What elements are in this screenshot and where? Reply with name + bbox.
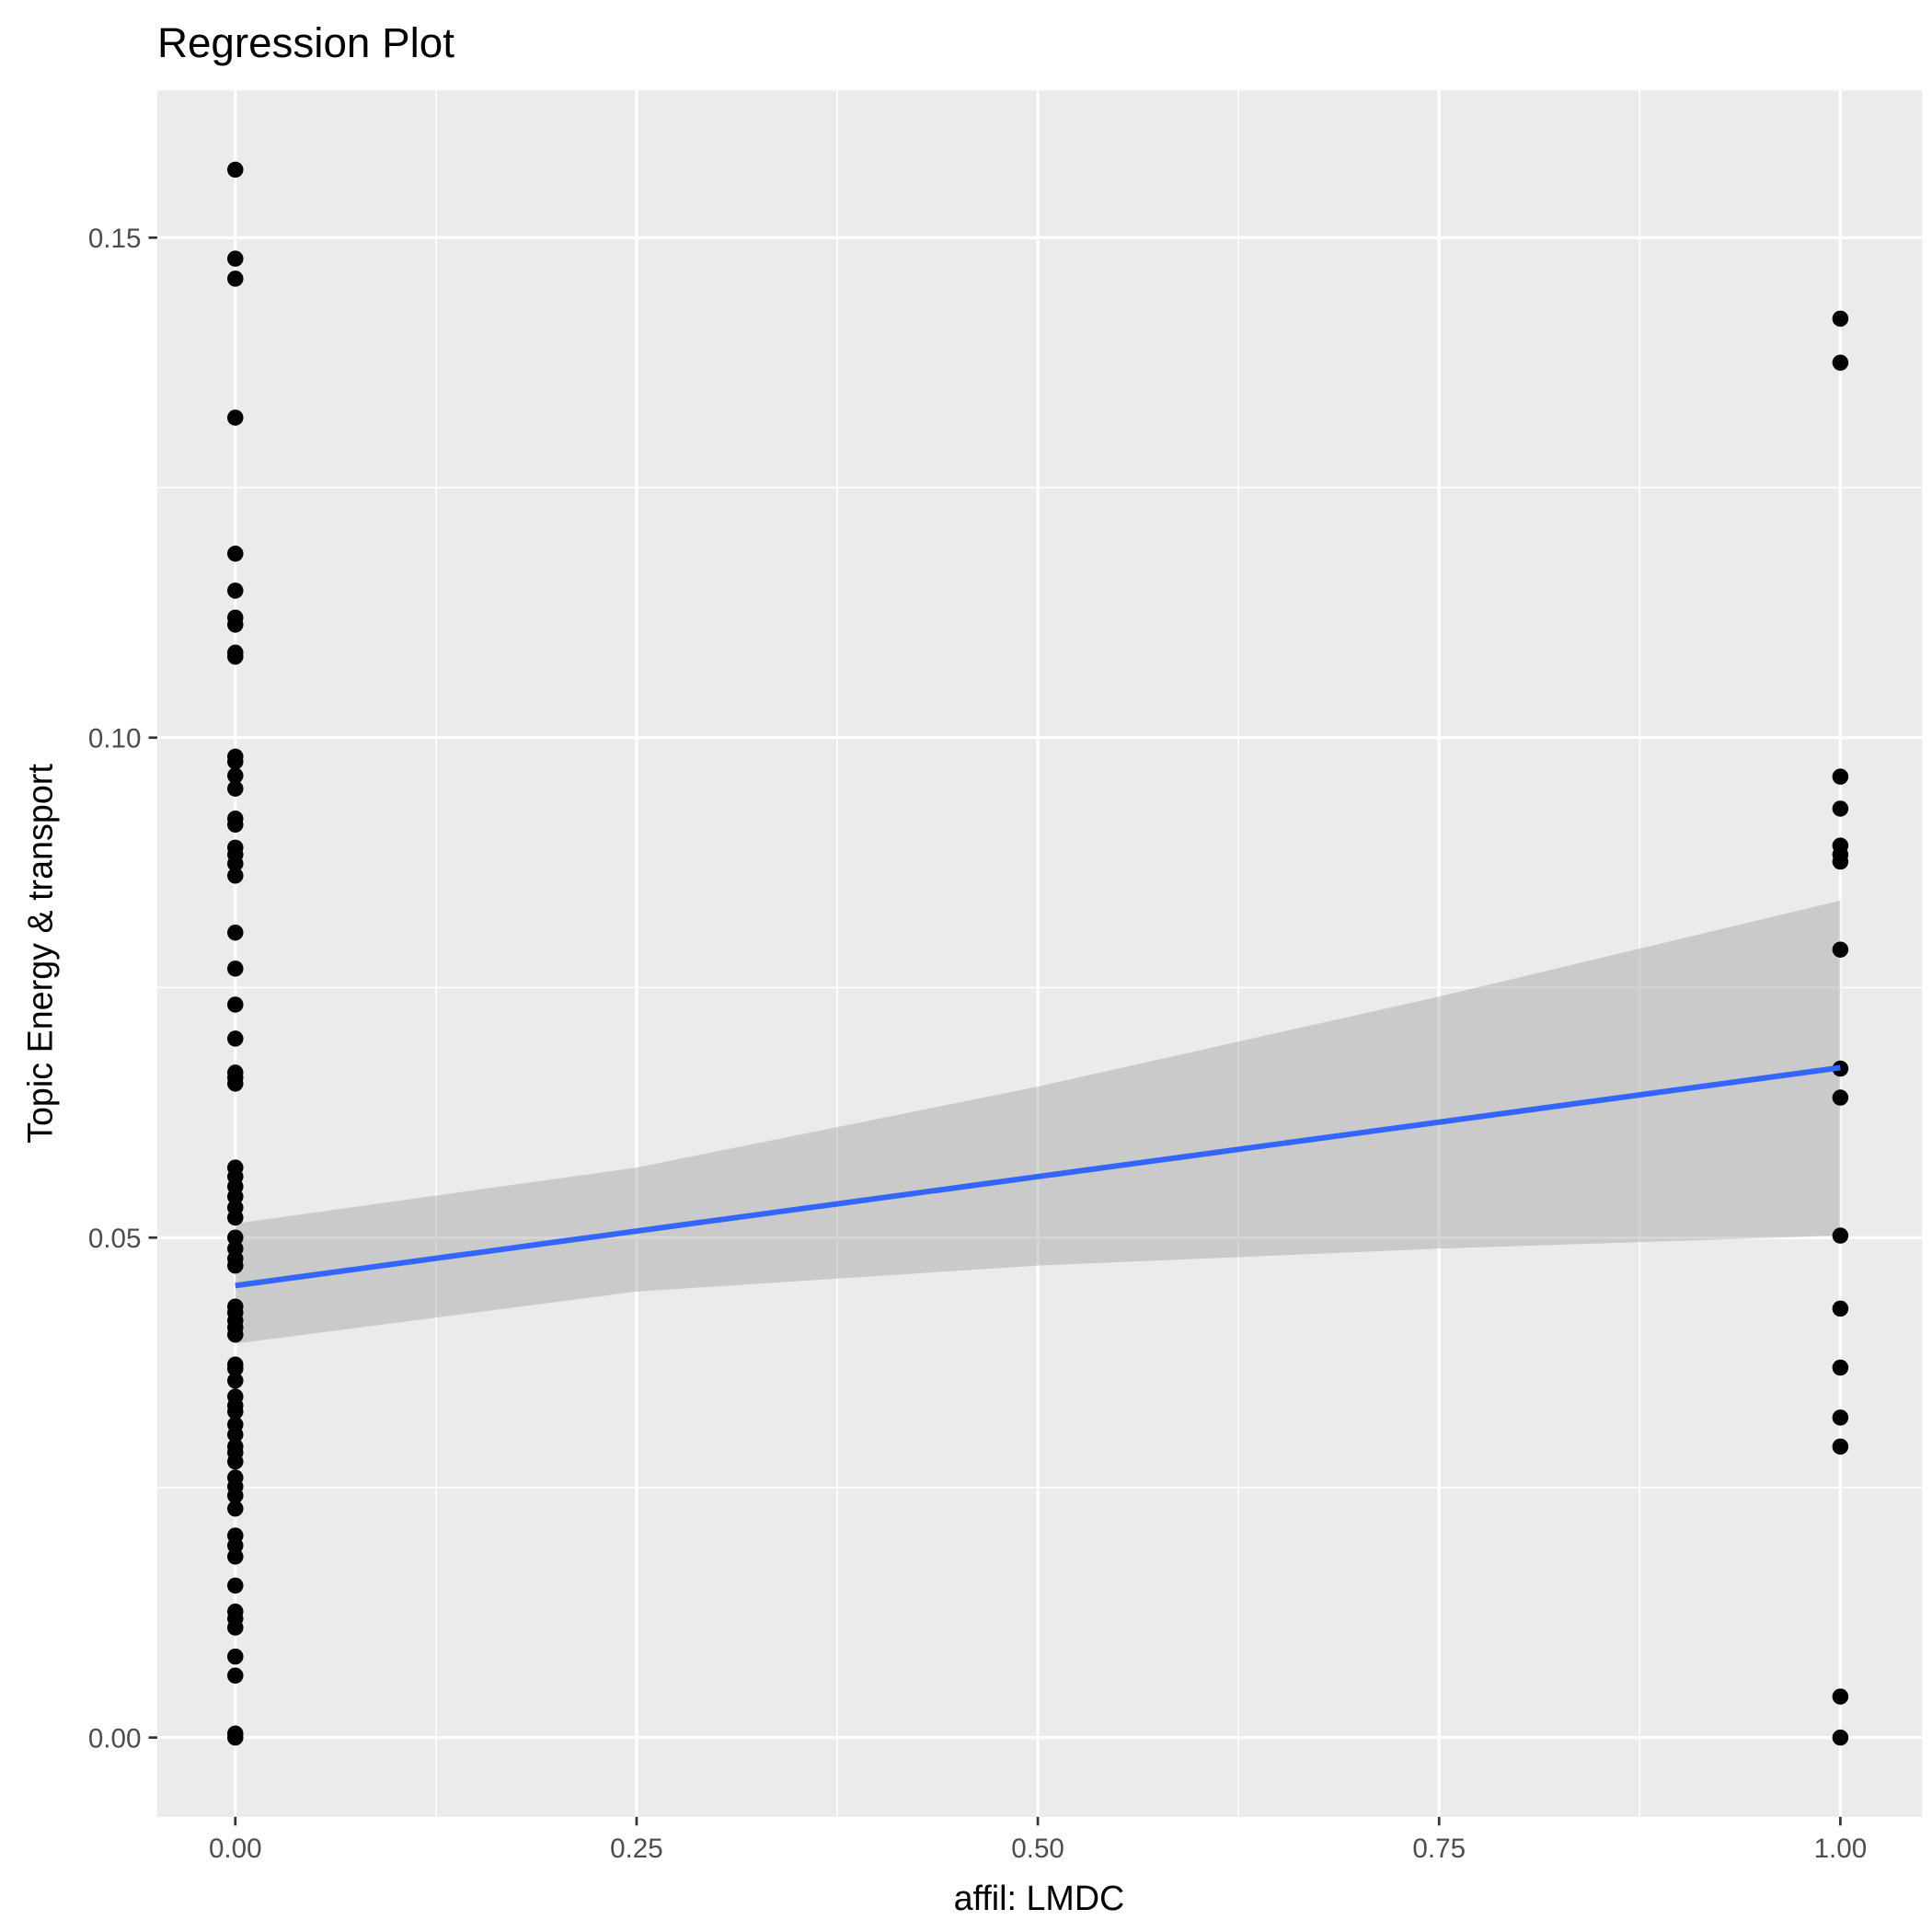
data-point — [227, 1426, 244, 1443]
x-tick-label: 0.75 — [1412, 1834, 1466, 1864]
data-point — [227, 161, 244, 178]
data-point — [227, 1257, 244, 1274]
data-point — [227, 1537, 244, 1554]
data-point — [227, 1209, 244, 1226]
data-point — [227, 767, 244, 784]
data-point — [227, 1075, 244, 1092]
data-point — [227, 250, 244, 267]
data-point — [227, 616, 244, 633]
x-tick-label: 0.50 — [1011, 1834, 1064, 1864]
x-tick-label: 0.00 — [209, 1834, 262, 1864]
data-point — [227, 1648, 244, 1665]
data-point — [1832, 1359, 1849, 1376]
data-point — [227, 1326, 244, 1343]
data-point — [227, 1030, 244, 1047]
data-point — [227, 648, 244, 665]
data-point — [227, 546, 244, 562]
chart-title: Regression Plot — [157, 19, 454, 66]
data-point — [1832, 354, 1849, 371]
data-point — [1832, 941, 1849, 958]
data-point — [1832, 1409, 1849, 1426]
data-point — [227, 1360, 244, 1377]
data-point — [227, 1403, 244, 1420]
data-point — [227, 409, 244, 426]
data-point — [1832, 310, 1849, 328]
data-point — [227, 582, 244, 599]
data-point — [227, 855, 244, 872]
x-tick-label: 0.25 — [610, 1834, 663, 1864]
data-point — [1832, 853, 1849, 870]
data-point — [227, 1619, 244, 1636]
y-tick-label: 0.15 — [88, 224, 142, 254]
data-point — [1832, 1729, 1849, 1746]
y-tick-label: 0.00 — [88, 1723, 142, 1754]
y-tick-label: 0.05 — [88, 1224, 142, 1254]
data-point — [227, 1229, 244, 1246]
data-point — [227, 1453, 244, 1470]
data-point — [1832, 768, 1849, 785]
data-point — [227, 1667, 244, 1685]
data-point — [227, 1577, 244, 1594]
data-point — [227, 1501, 244, 1517]
data-point — [227, 868, 244, 884]
data-point — [227, 780, 244, 797]
data-point — [1832, 1438, 1849, 1455]
data-point — [227, 1188, 244, 1205]
regression-line — [235, 1064, 1841, 1289]
data-point — [1832, 800, 1849, 817]
x-axis-label: affil: LMDC — [954, 1879, 1125, 1917]
data-point — [227, 1487, 244, 1504]
data-point — [1832, 1688, 1849, 1705]
data-point — [1832, 1089, 1849, 1106]
data-point — [227, 1729, 244, 1746]
x-tick-label: 1.00 — [1814, 1834, 1868, 1864]
grid-lines — [156, 90, 1923, 1817]
plot-panel — [156, 90, 1923, 1817]
data-point — [227, 924, 244, 941]
data-point — [1832, 1300, 1849, 1317]
data-point — [227, 270, 244, 287]
data-point — [227, 816, 244, 834]
data-point — [227, 996, 244, 1013]
axes: 0.00 0.25 0.50 0.75 1.00 0.00 0.05 0.10 0.15 — [88, 224, 1867, 1864]
y-tick-label: 0.10 — [88, 724, 142, 754]
data-point — [227, 753, 244, 770]
data-point — [227, 1548, 244, 1565]
y-axis-label: Topic Energy & transport — [21, 764, 60, 1144]
data-point — [227, 960, 244, 977]
data-point — [227, 1372, 244, 1389]
data-point — [1832, 1227, 1849, 1244]
points — [227, 161, 1849, 1746]
